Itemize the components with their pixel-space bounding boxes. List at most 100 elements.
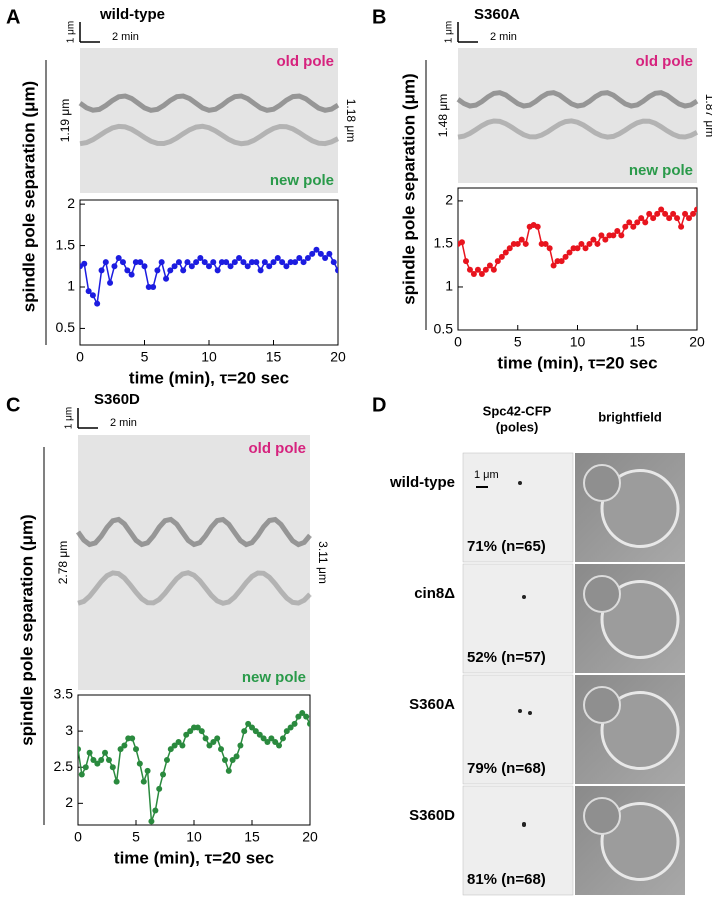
data-point (614, 228, 621, 235)
data-point (313, 246, 320, 253)
left-width: 1.19 μm (58, 99, 72, 143)
row-percent: 79% (n=68) (467, 760, 546, 777)
data-point (478, 271, 485, 278)
data-point (276, 742, 283, 749)
data-point (210, 738, 217, 745)
data-point (506, 245, 513, 252)
data-point (666, 215, 673, 222)
data-point (240, 259, 247, 266)
data-point (690, 210, 697, 217)
column-header: (poles) (496, 419, 539, 434)
data-point (231, 259, 238, 266)
cell-outline (600, 802, 680, 881)
kymograph-trace (78, 93, 340, 113)
data-point (241, 728, 248, 735)
data-point (180, 267, 187, 274)
data-point (86, 749, 93, 756)
data-point (272, 738, 279, 745)
data-point (107, 279, 114, 286)
data-point (642, 219, 649, 226)
fluorescence-image (462, 563, 574, 674)
data-point (299, 710, 306, 717)
data-point (206, 742, 213, 749)
data-point (89, 292, 96, 299)
data-point (574, 245, 581, 252)
data-point (662, 210, 669, 217)
data-point (646, 210, 653, 217)
data-point (685, 215, 692, 222)
data-point (115, 255, 122, 261)
x-tick-label: 20 (330, 349, 346, 365)
data-point (109, 764, 116, 771)
data-point (197, 255, 204, 261)
kymograph-trace (79, 123, 340, 147)
y-axis-label: spindle pole separation (μm) (19, 81, 38, 312)
data-point (154, 267, 161, 274)
x-tick-label: 20 (302, 829, 318, 845)
x-tick-label: 0 (76, 349, 84, 365)
x-tick-label: 5 (141, 349, 149, 365)
data-point (163, 757, 170, 763)
kymograph-trace (75, 516, 312, 548)
data-point (193, 259, 200, 266)
data-point (148, 818, 155, 825)
x-tick-label: 10 (570, 334, 586, 350)
data-point (292, 259, 299, 266)
kymograph-trace (456, 90, 699, 109)
pole-dot (522, 595, 526, 599)
data-point (582, 245, 589, 252)
data-point (256, 731, 263, 738)
data-point (330, 259, 337, 266)
pole-dot (518, 709, 522, 713)
column-header: brightfield (598, 409, 662, 424)
data-point (85, 288, 92, 295)
data-point (223, 259, 230, 266)
data-point (590, 236, 597, 243)
pole-dot (518, 481, 522, 485)
data-point (140, 778, 147, 785)
row-percent: 71% (n=65) (467, 538, 546, 555)
panel-letter: A (6, 6, 20, 28)
data-point (514, 240, 521, 247)
x-tick-label: 15 (244, 829, 260, 845)
data-point (578, 240, 585, 247)
cell-outline (600, 469, 680, 548)
x-tick-label: 0 (454, 334, 462, 350)
data-point (694, 206, 697, 213)
kymograph-trace (457, 118, 699, 140)
data-point (187, 728, 194, 735)
fluorescence-image (462, 452, 574, 563)
data-point (145, 284, 152, 290)
plot-clip (78, 710, 310, 825)
data-point (218, 259, 225, 266)
y-tick-label: 3 (65, 722, 73, 738)
data-point (474, 266, 481, 273)
x-axis-label: time (min), τ=20 sec (114, 848, 274, 867)
data-point (214, 735, 221, 742)
data-point (198, 728, 205, 735)
new-pole-label: new pole (629, 162, 693, 179)
cell-outline (600, 580, 680, 659)
data-point (144, 767, 151, 774)
data-point (494, 258, 501, 265)
new-pole-label: new pole (242, 669, 306, 686)
data-point (498, 253, 505, 260)
cell-outline (600, 691, 680, 770)
data-point (466, 266, 473, 273)
data-point (303, 713, 310, 720)
y-tick-label: 0.5 (56, 319, 76, 335)
data-point (244, 263, 251, 270)
data-point (175, 259, 182, 266)
data-point (654, 210, 661, 217)
row-label: S360D (409, 807, 455, 824)
row-label: wild-type (389, 474, 455, 491)
data-point (214, 267, 221, 274)
y-tick-label: 0.5 (434, 321, 454, 337)
plot-frame (77, 694, 311, 826)
x-tick-label: 20 (689, 334, 705, 350)
plot-frame (79, 199, 339, 346)
data-point (94, 760, 101, 767)
row-percent: 52% (n=57) (467, 649, 546, 666)
data-point (171, 742, 178, 749)
